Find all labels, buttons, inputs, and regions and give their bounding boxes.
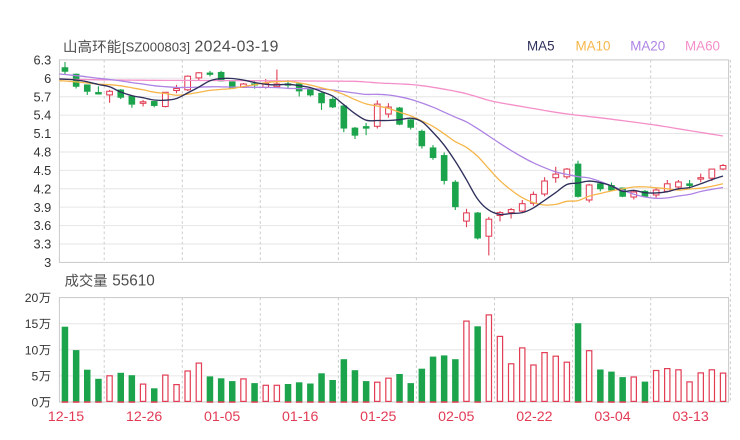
svg-text:20: 20 bbox=[25, 291, 39, 305]
svg-text:02-05: 02-05 bbox=[438, 409, 474, 425]
svg-text:55610: 55610 bbox=[112, 273, 155, 290]
svg-text:01-05: 01-05 bbox=[204, 409, 240, 425]
svg-text:3.9: 3.9 bbox=[34, 200, 52, 215]
svg-text:[SZ000803]: [SZ000803] bbox=[122, 40, 190, 55]
svg-text:0: 0 bbox=[32, 396, 39, 410]
svg-text:01-25: 01-25 bbox=[360, 409, 396, 425]
svg-text:5.4: 5.4 bbox=[34, 108, 52, 123]
svg-text:3: 3 bbox=[44, 255, 51, 270]
svg-text:02-22: 02-22 bbox=[516, 409, 552, 425]
svg-text:3.3: 3.3 bbox=[34, 237, 52, 252]
svg-text:MA5: MA5 bbox=[527, 39, 555, 54]
svg-text:4.5: 4.5 bbox=[34, 163, 52, 178]
svg-text:12-15: 12-15 bbox=[48, 409, 84, 425]
svg-text:4.8: 4.8 bbox=[34, 145, 52, 160]
svg-text:MA10: MA10 bbox=[576, 39, 611, 54]
svg-text:MA20: MA20 bbox=[630, 39, 665, 54]
svg-text:3.6: 3.6 bbox=[34, 218, 52, 233]
svg-text:5.7: 5.7 bbox=[34, 89, 52, 104]
svg-text:2024-03-19: 2024-03-19 bbox=[195, 39, 279, 56]
svg-text:5.1: 5.1 bbox=[34, 126, 52, 141]
svg-text:6.3: 6.3 bbox=[34, 53, 52, 68]
svg-text:12-26: 12-26 bbox=[126, 409, 162, 425]
svg-text:03-13: 03-13 bbox=[672, 409, 708, 425]
svg-text:03-04: 03-04 bbox=[594, 409, 630, 425]
svg-text:4.2: 4.2 bbox=[34, 181, 52, 196]
svg-text:6: 6 bbox=[44, 71, 51, 86]
svg-text:10: 10 bbox=[25, 343, 39, 357]
svg-text:MA60: MA60 bbox=[685, 39, 720, 54]
svg-text:15: 15 bbox=[25, 317, 39, 331]
svg-text:5: 5 bbox=[32, 369, 39, 383]
svg-text:01-16: 01-16 bbox=[282, 409, 318, 425]
